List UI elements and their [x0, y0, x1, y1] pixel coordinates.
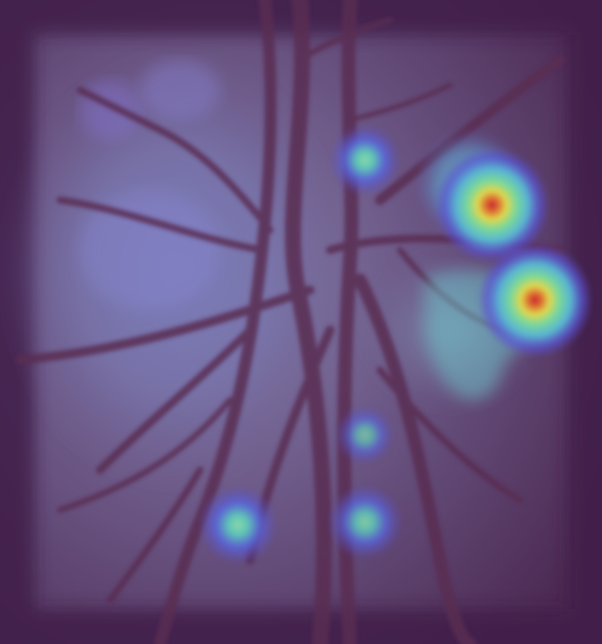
hotspot-lower-center	[327, 484, 403, 560]
hotspot-upper-right	[434, 147, 550, 263]
hotspot-lower-mid	[335, 405, 395, 465]
heatmap-overlay	[198, 124, 593, 565]
hotspot-right	[477, 242, 593, 358]
hotspot-lower-left	[198, 485, 278, 565]
hotspot-upper-mid	[329, 124, 401, 196]
